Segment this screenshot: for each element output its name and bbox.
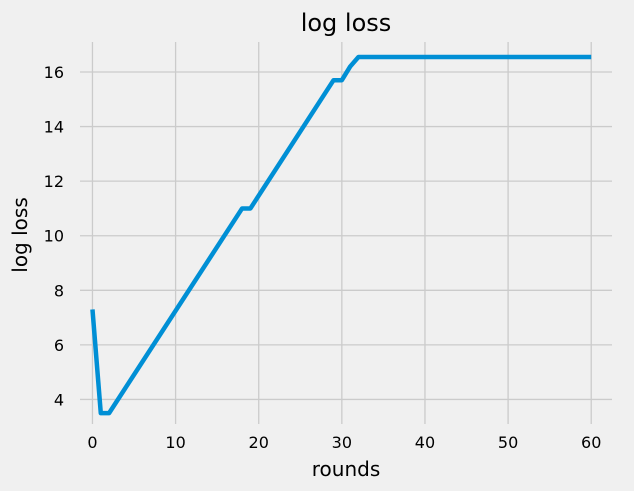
- x-tick-labels: 0 10 20 30 40 50 60: [87, 433, 601, 452]
- y-tick-label: 10: [44, 227, 64, 246]
- series-line: [90, 54, 592, 416]
- y-tick-label: 4: [54, 390, 64, 409]
- x-tick-label: 60: [581, 433, 601, 452]
- series-layer: [90, 54, 592, 416]
- y-axis-label: log loss: [8, 197, 32, 272]
- x-axis-label: rounds: [312, 457, 381, 481]
- x-tick-label: 30: [332, 433, 352, 452]
- y-tick-label: 12: [44, 172, 64, 191]
- y-tick-labels: 4 6 8 10 12 14 16: [44, 63, 64, 409]
- x-tick-label: 50: [498, 433, 518, 452]
- x-tick-label: 40: [415, 433, 435, 452]
- x-tick-label: 0: [87, 433, 97, 452]
- y-tick-label: 14: [44, 118, 64, 137]
- y-tick-label: 6: [54, 336, 64, 355]
- y-tick-label: 16: [44, 63, 64, 82]
- x-tick-label: 10: [165, 433, 185, 452]
- x-tick-label: 20: [249, 433, 269, 452]
- y-tick-label: 8: [54, 281, 64, 300]
- chart-title: log loss: [301, 9, 392, 37]
